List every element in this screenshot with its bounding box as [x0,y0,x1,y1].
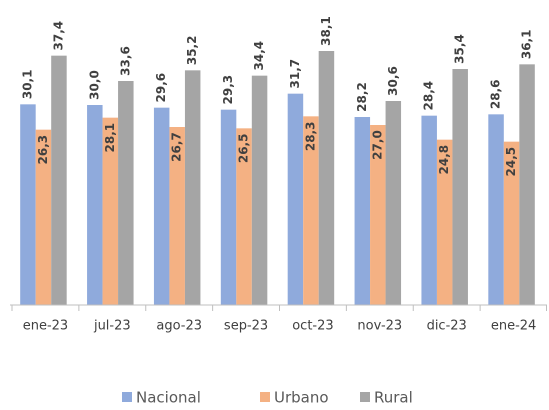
x-tick-label: sep-23 [224,319,268,334]
bar [385,101,402,305]
legend-swatch [122,392,132,402]
bar [354,117,371,305]
bar [370,125,386,305]
value-label: 35,2 [185,36,199,66]
legend-label: Rural [374,389,413,407]
bar [436,139,453,305]
x-tick-label: dic-23 [427,319,467,334]
bar [118,81,134,305]
value-label: 31,7 [288,59,302,89]
value-label: 35,4 [453,34,467,64]
bar [303,116,319,305]
value-label: 37,4 [51,21,65,51]
value-label: 30,6 [386,66,400,96]
bar [251,75,268,306]
bar [318,51,335,305]
value-label: 24,5 [504,147,518,177]
bar [488,114,504,305]
value-label: 30,1 [20,70,34,100]
value-label: 33,6 [118,46,132,76]
bar [184,70,201,305]
x-tick-label: jul-23 [93,319,131,334]
bar [421,115,437,306]
value-label: 28,1 [103,123,117,153]
bar [20,104,36,305]
bar [87,105,103,305]
legend-swatch [360,392,370,402]
bar [169,127,185,305]
legend-label: Urbano [274,389,329,407]
legend-swatch [260,392,270,402]
bar [220,109,237,306]
value-label: 38,1 [319,16,333,46]
value-label: 36,1 [520,30,534,60]
x-tick-label: ene-23 [23,319,68,334]
x-tick-label: ene-24 [491,319,536,334]
bar [102,117,119,306]
bar [153,107,170,306]
x-tick-label: ago-23 [156,319,202,334]
x-tick-label: nov-23 [357,319,402,334]
value-label: 27,0 [370,130,384,160]
value-label: 28,6 [489,80,503,110]
legend-label: Nacional [136,389,201,407]
value-label: 28,2 [355,82,369,112]
bar [503,141,520,305]
value-label: 24,8 [437,145,451,175]
value-label: 28,4 [422,81,436,111]
value-label: 34,4 [252,41,266,71]
bar [519,64,535,305]
value-label: 29,3 [221,75,235,105]
bar [236,128,252,305]
value-label: 29,6 [154,73,168,103]
x-tick-label: oct-23 [292,319,333,334]
value-label: 30,0 [87,70,101,100]
value-label: 26,3 [36,135,50,165]
value-label: 28,3 [303,122,317,152]
value-label: 26,5 [237,134,251,164]
value-label: 26,7 [170,132,184,162]
bar [452,69,468,305]
bar [35,129,52,305]
bar [51,55,67,305]
bar [287,93,304,306]
